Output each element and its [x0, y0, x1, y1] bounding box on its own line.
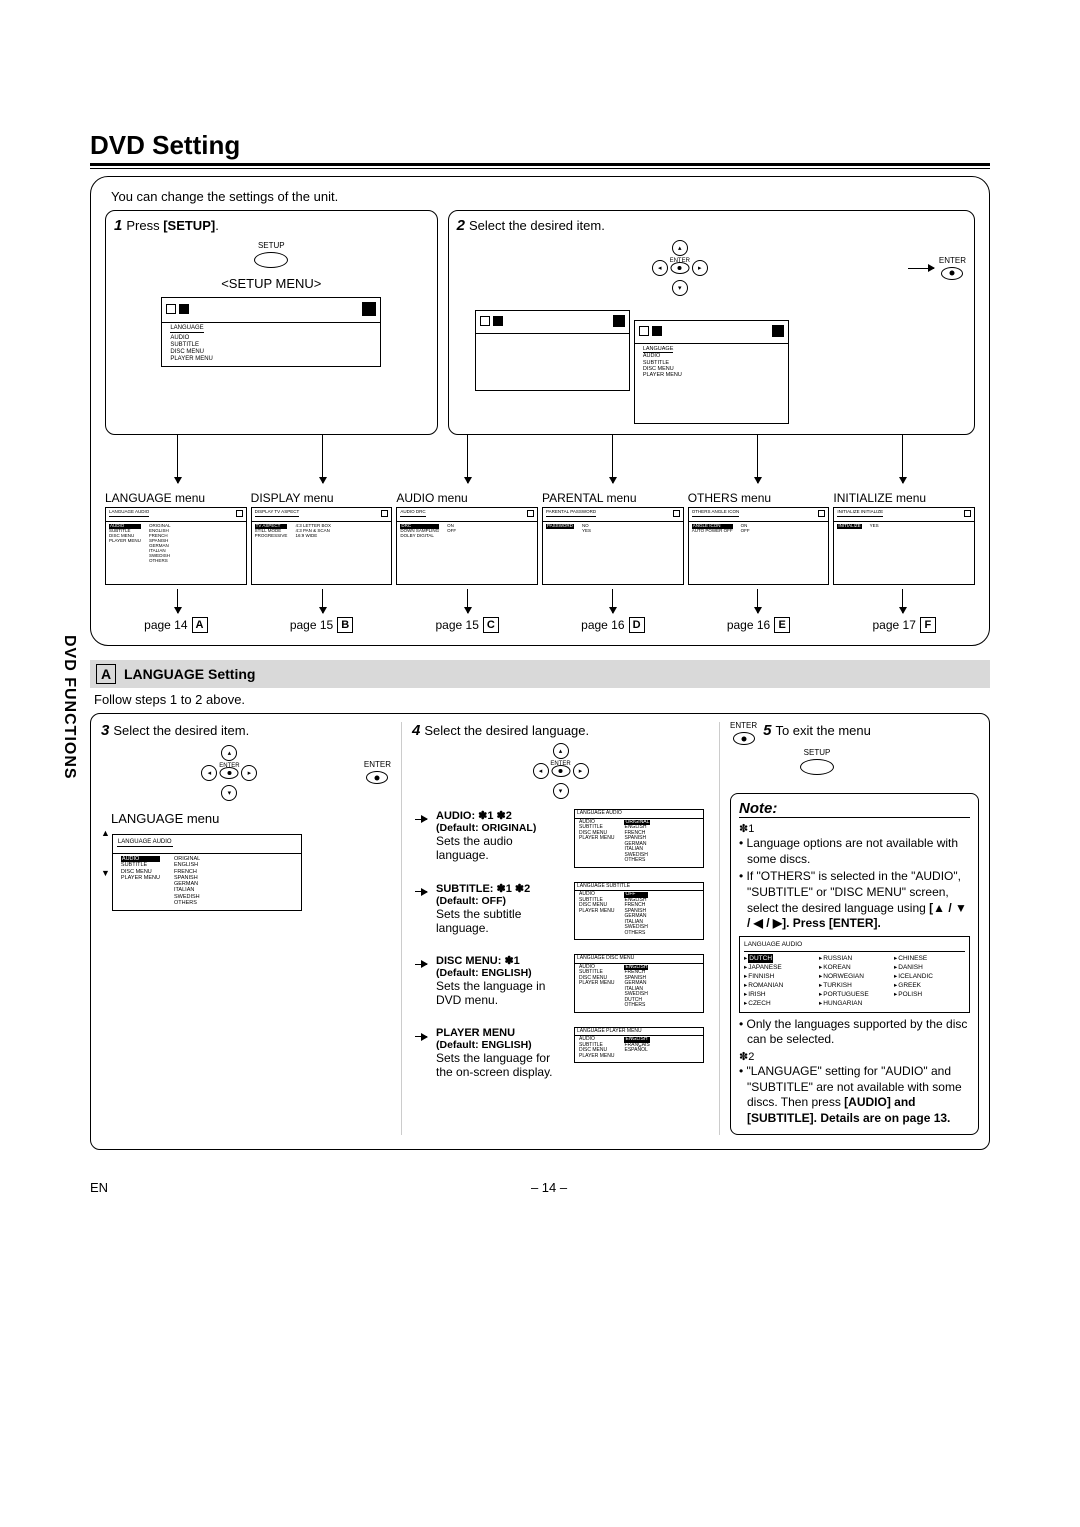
updown-arrows-icon: ▲▼ [101, 828, 110, 878]
page-ref: page 14A [105, 617, 247, 633]
language-spec-row: SUBTITLE: ✽1 ✽2 (Default: OFF) Sets the … [412, 882, 709, 945]
sidebar-dvd-functions: DVD FUNCTIONS [60, 635, 78, 780]
step1-box: 1 Press [SETUP]. SETUP <SETUP MENU> LANG… [105, 210, 438, 435]
step2-num: 2 [457, 217, 465, 234]
language-spec-row: AUDIO: ✽1 ✽2 (Default: ORIGINAL) Sets th… [412, 809, 709, 872]
section-a-follow: Follow steps 1 to 2 above. [94, 692, 990, 707]
menu-column: DISPLAY menu DISPLAY TV ASPECT TV ASPECT… [251, 491, 393, 585]
page-title: DVD Setting [90, 130, 990, 166]
page-ref: page 15B [251, 617, 393, 633]
setup-menu-title: <SETUP MENU> [114, 276, 429, 291]
step3-label: LANGUAGE menu [111, 811, 391, 826]
note-bullet-2: Only the languages supported by the disc… [739, 1017, 970, 1048]
page-ref: page 16E [688, 617, 830, 633]
page-footer: EN – 14 – [90, 1180, 990, 1195]
language-spec-row: PLAYER MENU (Default: ENGLISH) Sets the … [412, 1027, 709, 1081]
footer-left: EN [90, 1180, 108, 1195]
language-spec-row: DISC MENU: ✽1 (Default: ENGLISH) Sets th… [412, 954, 709, 1017]
step5-col: ENTER 5 To exit the menu SETUP Note: [719, 722, 979, 1135]
menu-column: LANGUAGE menu LANGUAGE AUDIO AUDIOSUBTIT… [105, 491, 247, 585]
step5-enter: ENTER [730, 722, 757, 745]
lower-container: 3 Select the desired item. ▴▾ ◂▸ ENTER E… [90, 713, 990, 1150]
section-a-letter: A [96, 664, 116, 684]
step2-box: 2 Select the desired item. ▴▾ ◂▸ ENTER E… [448, 210, 975, 435]
step4-dpad: ▴▾ ◂▸ ENTER [533, 743, 589, 799]
menu-column: PARENTAL menu PARENTAL PASSWORD PASSWORD… [542, 491, 684, 585]
section-a-header: A LANGUAGE Setting [90, 660, 990, 688]
step2-text: Select the desired item. [469, 218, 605, 233]
main-container: You can change the settings of the unit.… [90, 176, 990, 646]
menu-column: OTHERS menu OTHERS ANGLE ICON ANGLE ICON… [688, 491, 830, 585]
note-bullet-1: Language options are not available with … [739, 836, 970, 867]
step1-bold: [SETUP] [163, 218, 215, 233]
enter-button-icon: ENTER [939, 257, 966, 280]
step5-setup-icon: SETUP [800, 749, 834, 775]
step1-osd: LANGUAGE AUDIO SUBTITLE DISC MENU PLAYER… [161, 297, 381, 367]
step1-num: 1 [114, 217, 122, 234]
setup-button-icon: SETUP [254, 242, 288, 268]
page-ref: page 16D [542, 617, 684, 633]
note-title: Note: [739, 800, 970, 818]
step3-osd: LANGUAGE AUDIO AUDIO SUBTITLE DISC MENU … [112, 834, 302, 911]
intro-text: You can change the settings of the unit. [111, 189, 975, 204]
step3-enter: ENTER [364, 761, 391, 784]
step3-col: 3 Select the desired item. ▴▾ ◂▸ ENTER E… [101, 722, 391, 1135]
section-a-title: LANGUAGE Setting [124, 666, 255, 682]
menu-column: AUDIO menu AUDIO DRC DRCDOWN SAMPLINGDOL… [396, 491, 538, 585]
step2-osd-back [475, 310, 630, 391]
note-box: Note: ✽1 Language options are not availa… [730, 793, 979, 1135]
step1-text: Press [126, 218, 163, 233]
footer-center: – 14 – [531, 1180, 567, 1195]
step3-dpad: ▴▾ ◂▸ ENTER [201, 745, 257, 801]
page-ref: page 17F [833, 617, 975, 633]
step4-col: 4 Select the desired language. ▴▾ ◂▸ ENT… [401, 722, 709, 1135]
step2-osd-front: LANGUAGE AUDIO SUBTITLE DISC MENU PLAYER… [634, 320, 789, 424]
menu-column: INITIALIZE menu INITIALIZE INITIALIZE IN… [833, 491, 975, 585]
page-ref: page 15C [396, 617, 538, 633]
note-lang-grid: LANGUAGE AUDIO DUTCHRUSSIANCHINESEJAPANE… [739, 936, 970, 1013]
dpad-icon: ▴▾ ◂▸ ENTER [652, 240, 708, 296]
